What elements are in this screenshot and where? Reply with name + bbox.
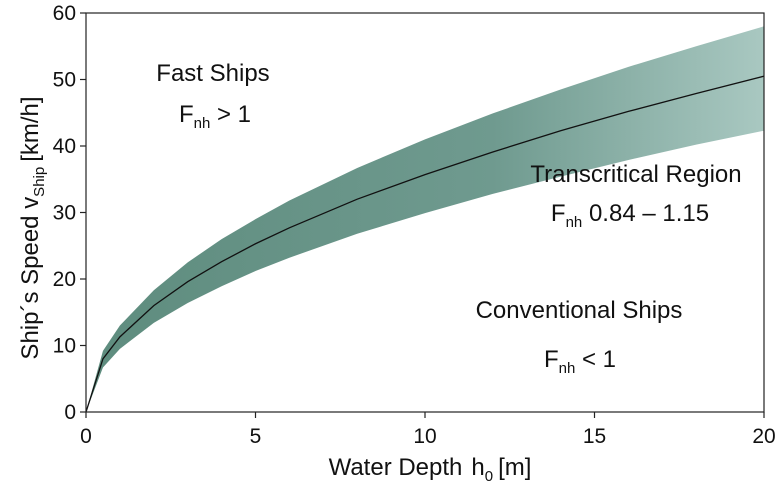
- y-tick-label: 60: [53, 2, 76, 25]
- y-axis-unit: [km/h]: [17, 96, 44, 161]
- x-axis-subscript: 0: [485, 468, 493, 485]
- y-axis-subscript: Ship: [31, 167, 48, 197]
- y-tick-label: 20: [53, 268, 76, 291]
- x-axis-symbol: h: [471, 454, 484, 481]
- mean-series-line: [85, 75, 765, 413]
- x-axis-ticks: 0 5 10 15 20: [80, 412, 776, 448]
- annotation-trans-condition: Fnh 0.84 – 1.15: [551, 200, 709, 231]
- y-tick-label: 0: [64, 401, 76, 424]
- annotation-conventional-ships: Conventional Ships Fnh < 1: [476, 297, 683, 377]
- transcritical-band: [86, 26, 764, 413]
- x-tick-label: 10: [413, 425, 436, 448]
- annotation-fast-ships: Fast Ships Fnh > 1: [156, 60, 269, 132]
- annotation-trans-title: Transcritical Region: [530, 161, 741, 188]
- x-tick-label: 20: [752, 425, 775, 448]
- x-axis-label: Water Depth h0 [m]: [329, 454, 532, 485]
- x-tick-label: 15: [583, 425, 606, 448]
- y-tick-label: 10: [53, 335, 76, 358]
- x-tick-label: 5: [250, 425, 262, 448]
- annotation-fast-condition: Fnh > 1: [179, 101, 251, 132]
- y-tick-label: 30: [53, 202, 76, 225]
- x-tick-label: 0: [80, 425, 92, 448]
- annotation-conv-title: Conventional Ships: [476, 297, 683, 324]
- y-tick-label: 50: [53, 69, 76, 92]
- x-axis-label-text: Water Depth: [329, 454, 463, 481]
- x-axis-unit: [m]: [498, 454, 531, 481]
- annotation-transcritical: Transcritical Region Fnh 0.84 – 1.15: [530, 161, 741, 231]
- annotation-fast-title: Fast Ships: [156, 60, 269, 87]
- annotation-conv-condition: Fnh < 1: [544, 346, 616, 377]
- y-tick-label: 40: [53, 135, 76, 158]
- y-axis-ticks: 0 10 20 30 40 50 60: [53, 2, 86, 424]
- y-axis-label: Ship´s Speed vShip [km/h]: [17, 96, 48, 359]
- y-axis-label-text: Ship´s Speed v: [17, 197, 44, 360]
